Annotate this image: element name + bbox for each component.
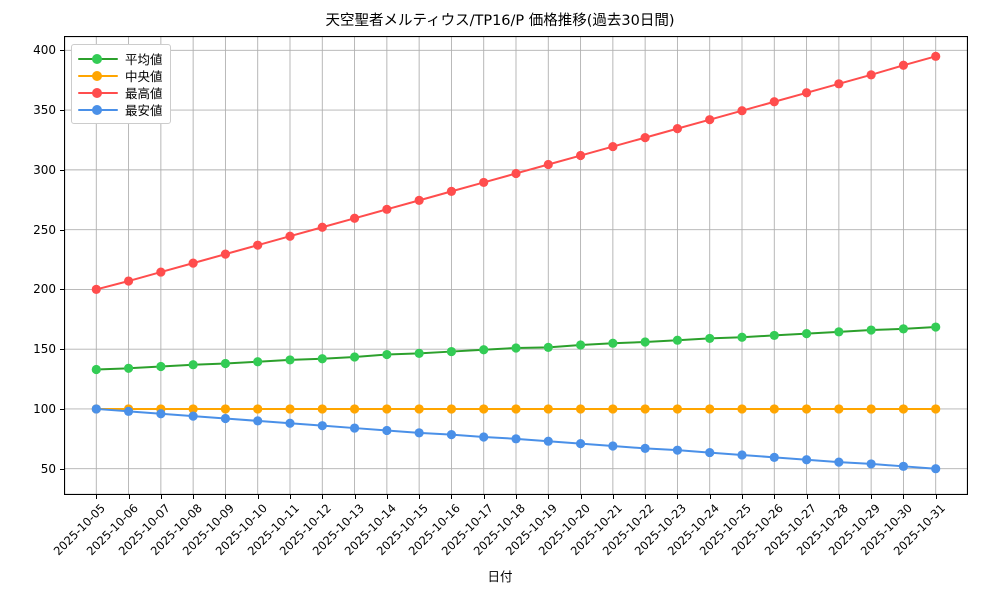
x-axis-label: 日付	[487, 569, 513, 584]
x-tick-mark	[548, 495, 550, 499]
legend-swatch-icon	[78, 69, 118, 83]
plot-area	[64, 36, 968, 495]
chart-title: 天空聖者メルティウス/TP16/P 価格推移(過去30日間)	[325, 13, 675, 29]
grid-lines	[64, 36, 968, 495]
x-tick-mark	[193, 495, 195, 499]
x-tick-mark	[419, 495, 421, 499]
series-0	[91, 322, 941, 375]
x-tick-mark	[354, 495, 356, 499]
x-tick-mark	[903, 495, 905, 499]
legend-swatch-icon	[78, 52, 118, 66]
x-tick-mark	[322, 495, 324, 499]
legend-label: 中央値	[125, 69, 163, 84]
x-tick-mark	[516, 495, 517, 499]
x-tick-mark	[128, 495, 130, 499]
x-tick-mark	[871, 495, 873, 499]
x-tick-mark	[838, 495, 840, 499]
x-tick-mark	[290, 495, 291, 499]
x-tick-mark	[451, 495, 453, 499]
series-1	[91, 404, 941, 414]
legend-label: 平均値	[125, 52, 163, 67]
x-tick-mark	[806, 495, 808, 499]
x-tick-mark	[160, 495, 162, 499]
x-tick-mark	[96, 495, 98, 499]
x-tick-mark	[386, 495, 388, 499]
legend-item-0[interactable]: 平均値	[78, 50, 163, 67]
x-tick-mark	[709, 495, 711, 499]
x-tick-mark	[225, 495, 227, 499]
x-tick-mark	[677, 495, 679, 499]
x-tick-mark	[580, 495, 582, 499]
x-tick-mark	[257, 495, 259, 499]
series-2	[91, 51, 941, 295]
x-tick-mark	[612, 495, 614, 499]
legend-swatch-icon	[78, 103, 118, 117]
legend-item-3[interactable]: 最安値	[78, 101, 163, 118]
legend-item-2[interactable]: 最高値	[78, 84, 163, 101]
legend-item-1[interactable]: 中央値	[78, 67, 163, 84]
legend-swatch-icon	[78, 86, 118, 100]
x-tick-mark	[774, 495, 776, 499]
x-tick-mark	[742, 495, 743, 499]
x-tick-mark	[935, 495, 937, 499]
chart-legend: 平均値中央値最高値最安値	[71, 44, 171, 124]
series-3	[91, 404, 941, 474]
x-tick-mark	[483, 495, 485, 499]
x-tick-mark	[645, 495, 647, 499]
plot-canvas	[64, 36, 968, 495]
legend-label: 最高値	[125, 86, 163, 101]
legend-label: 最安値	[125, 103, 163, 118]
